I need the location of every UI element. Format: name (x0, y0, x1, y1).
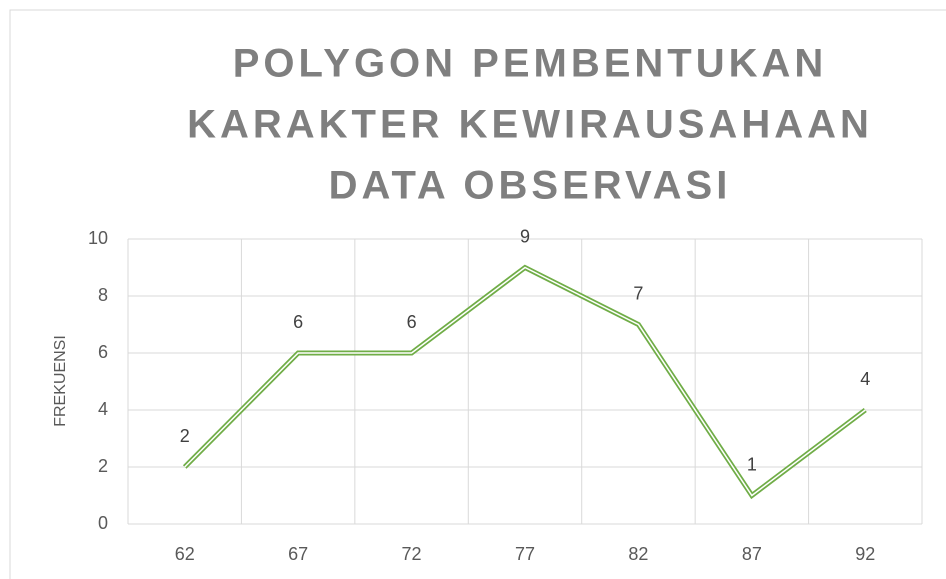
x-tick-label: 62 (175, 544, 195, 564)
y-tick-label: 8 (98, 285, 108, 305)
chart-border (9, 9, 946, 579)
data-label: 4 (860, 369, 870, 389)
y-tick-label: 6 (98, 342, 108, 362)
x-tick-label: 87 (742, 544, 762, 564)
x-tick-label: 92 (855, 544, 875, 564)
x-tick-label: 82 (628, 544, 648, 564)
line-inner (184, 266, 866, 497)
y-axis-title: FREKUENSI (52, 335, 69, 427)
chart-title: KARAKTER KEWIRAUSAHAAN (187, 103, 873, 147)
y-tick-label: 2 (98, 456, 108, 476)
x-tick-label: 72 (402, 544, 422, 564)
chart-title: POLYGON PEMBENTUKAN (233, 42, 828, 86)
chart-title: DATA OBSERVASI (329, 164, 732, 208)
data-label: 7 (633, 283, 643, 303)
y-tick-label: 10 (88, 228, 108, 248)
data-label: 9 (520, 226, 530, 246)
y-tick-label: 0 (98, 513, 108, 533)
data-label: 1 (747, 454, 757, 474)
x-tick-label: 67 (288, 544, 308, 564)
data-label: 6 (293, 312, 303, 332)
data-label: 2 (180, 426, 190, 446)
x-tick-label: 77 (515, 544, 535, 564)
y-tick-label: 4 (98, 399, 108, 419)
data-label: 6 (407, 312, 417, 332)
